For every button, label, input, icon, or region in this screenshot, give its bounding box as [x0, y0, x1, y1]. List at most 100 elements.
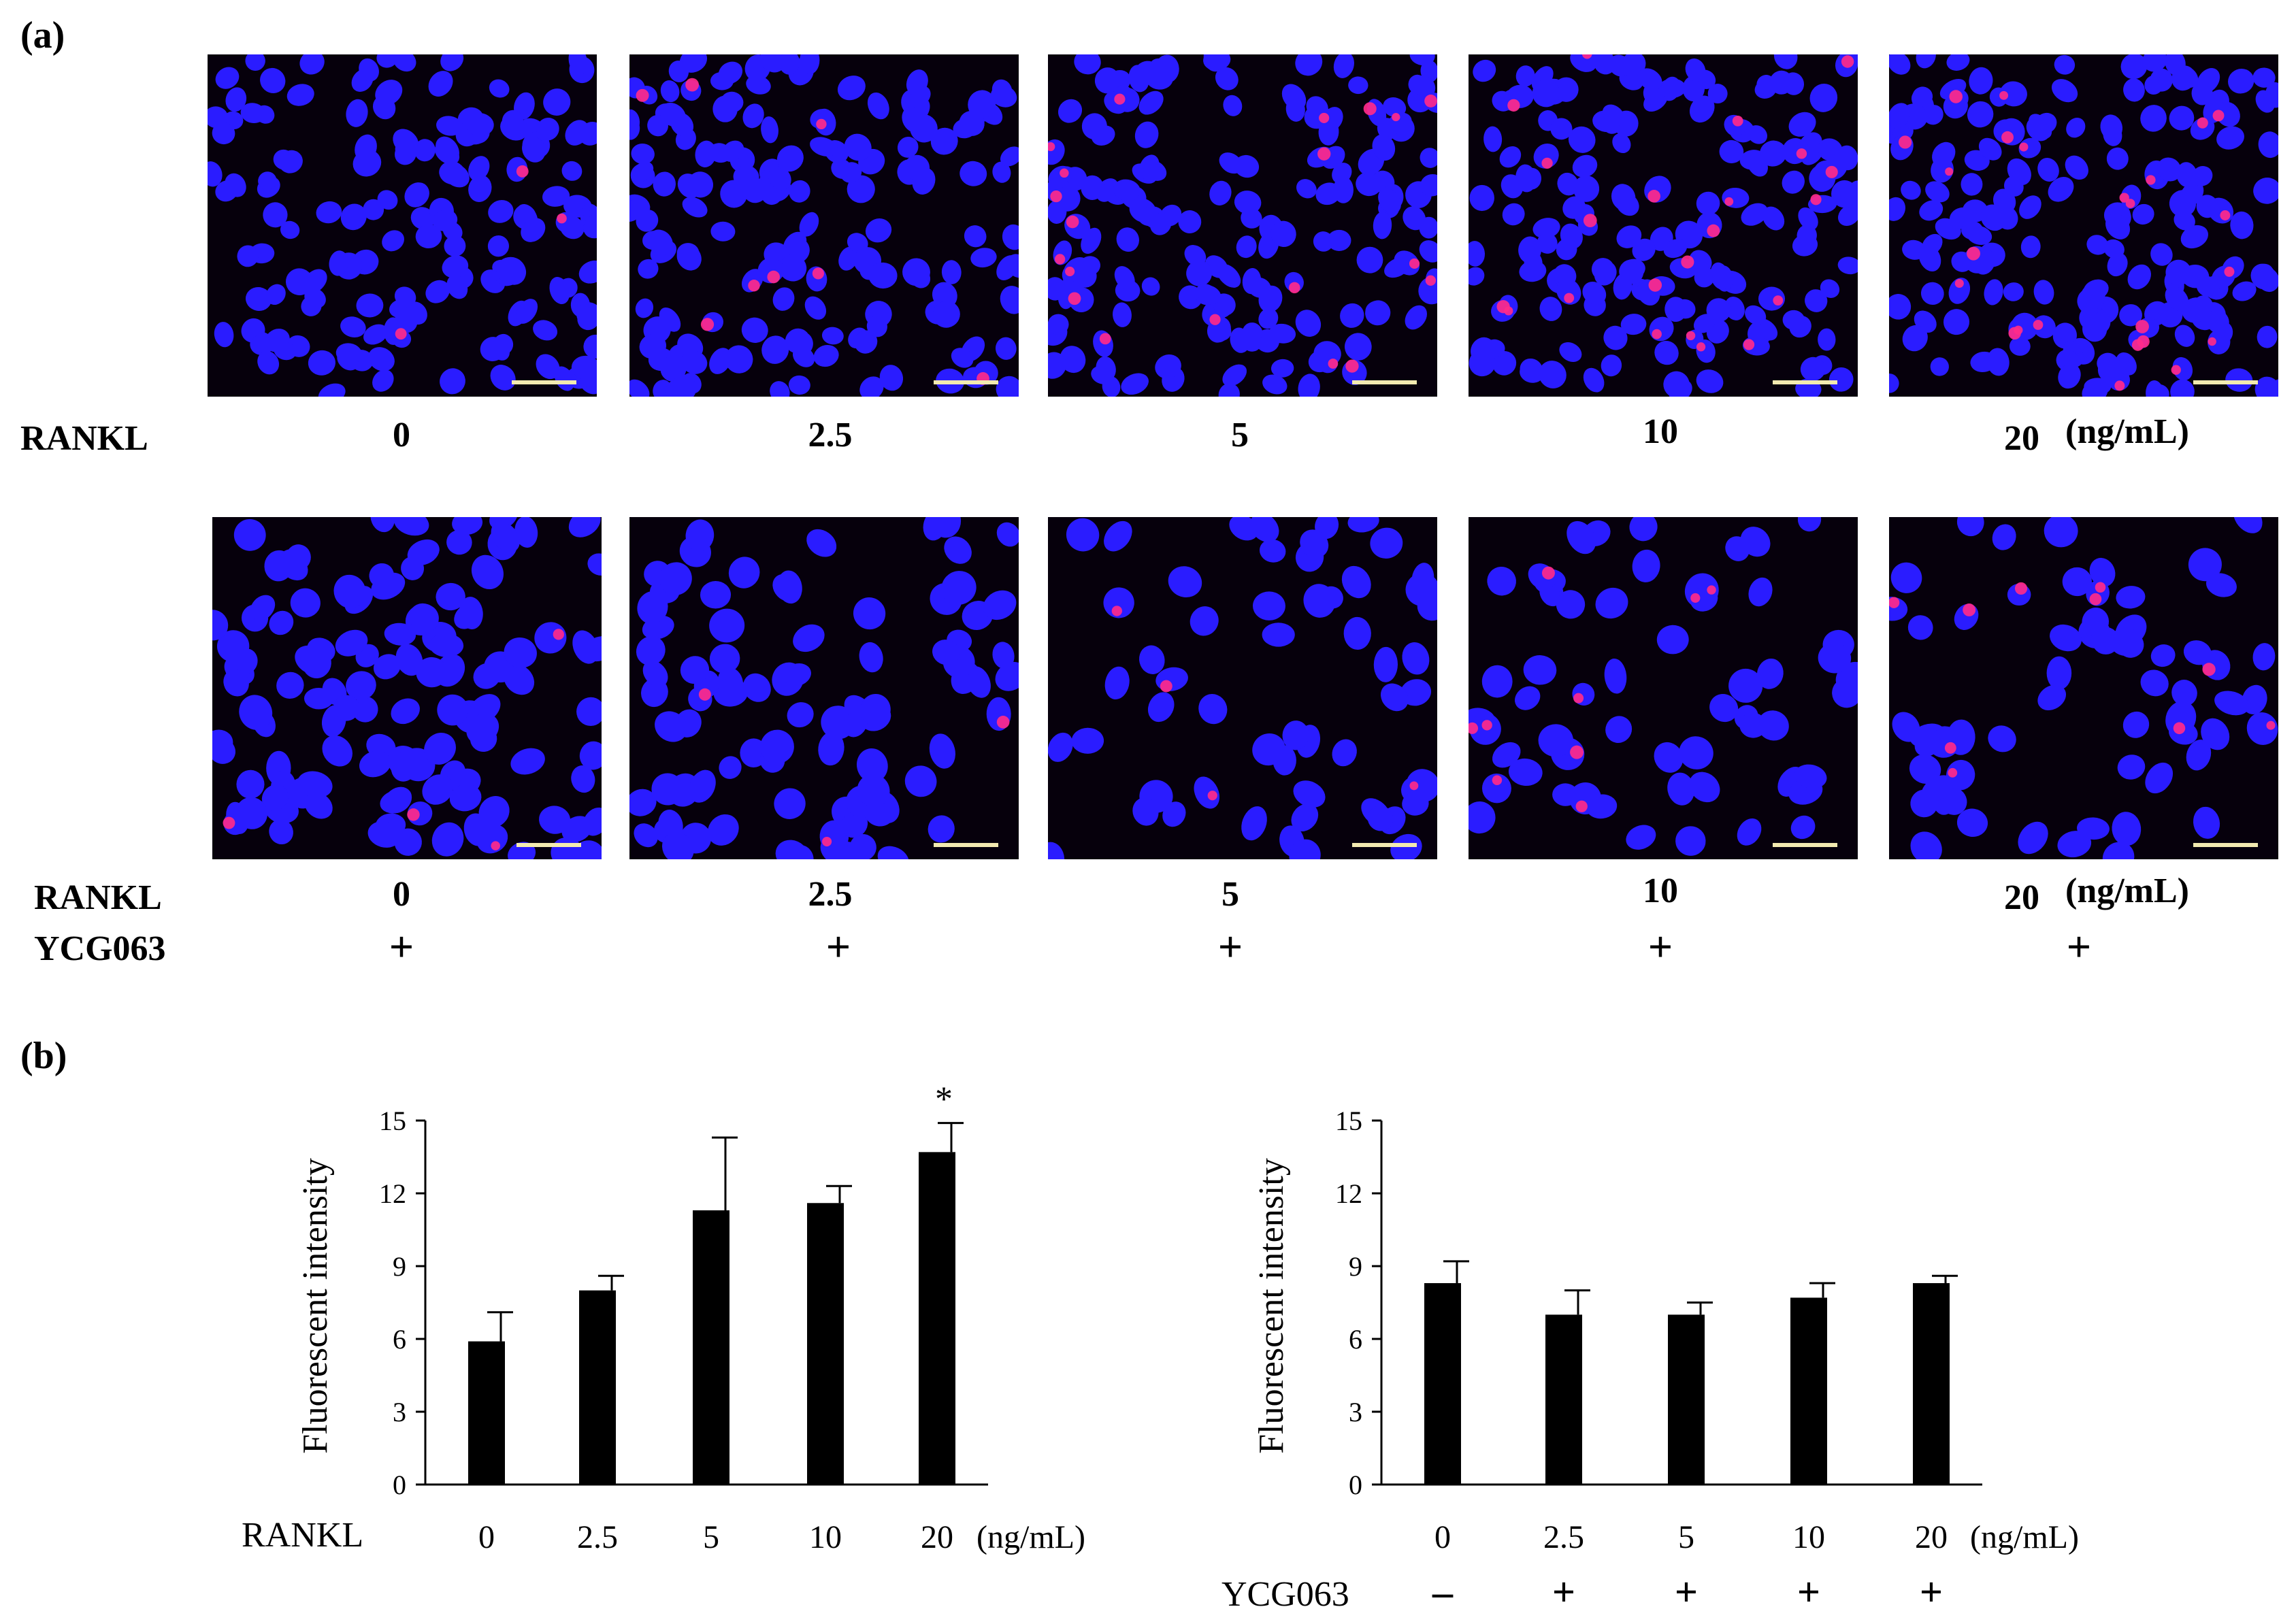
cell-nucleus: [741, 317, 768, 343]
cell-nucleus: [1072, 263, 1097, 288]
fluorescent-signal: [2095, 582, 2106, 593]
cell-nucleus: [2120, 54, 2148, 80]
cell-nucleus: [877, 846, 909, 859]
cell-nucleus: [879, 365, 904, 391]
cell-nucleus: [1155, 354, 1181, 379]
cell-nucleus: [1943, 309, 1970, 335]
cell-nucleus: [813, 344, 839, 367]
fluorescent-signal: [1207, 791, 1217, 801]
cell-nucleus: [1782, 170, 1805, 194]
cell-nucleus: [1487, 566, 1516, 596]
cell-nucleus: [265, 284, 286, 305]
cell-nucleus: [700, 581, 732, 609]
cell-nucleus: [760, 729, 794, 764]
cell-nucleus: [1912, 86, 1933, 107]
cell-nucleus: [638, 259, 659, 279]
cell-nucleus: [1481, 774, 1511, 803]
cell-nucleus: [1270, 220, 1296, 247]
cell-nucleus: [1520, 363, 1544, 383]
fluorescent-signal: [1060, 168, 1069, 178]
cell-nucleus: [647, 114, 668, 137]
cell-nucleus: [1365, 301, 1385, 319]
fluorescent-signal: [223, 816, 235, 829]
cell-nucleus: [1556, 590, 1586, 619]
cell-nucleus: [941, 260, 962, 284]
cell-nucleus: [1420, 173, 1437, 197]
cell-nucleus: [2057, 831, 2092, 858]
cell-nucleus: [928, 815, 955, 843]
cell-nucleus: [860, 693, 891, 726]
fluorescent-signal: [1160, 680, 1172, 693]
cell-nucleus: [1420, 148, 1437, 168]
cell-nucleus: [1756, 658, 1784, 689]
cell-nucleus: [376, 54, 398, 68]
cell-nucleus: [414, 139, 436, 162]
cell-nucleus: [1515, 686, 1541, 710]
cell-nucleus: [514, 517, 538, 548]
cell-nucleus: [1930, 357, 1949, 376]
cell-nucleus: [1138, 90, 1164, 115]
cell-nucleus: [1285, 97, 1305, 122]
cell-nucleus: [521, 218, 546, 242]
cell-nucleus: [2225, 368, 2253, 392]
cell-nucleus: [428, 71, 453, 97]
cell-nucleus: [761, 116, 778, 144]
cell-nucleus: [225, 87, 247, 112]
cell-nucleus: [772, 287, 795, 311]
cell-nucleus: [1978, 137, 2002, 161]
cell-nucleus: [1741, 203, 1768, 226]
cell-nucleus: [1562, 196, 1586, 219]
cell-nucleus: [2150, 243, 2173, 266]
fluorescent-signal: [1686, 331, 1696, 341]
cell-nucleus: [1168, 566, 1202, 598]
cell-nucleus: [1728, 668, 1763, 703]
cell-nucleus: [1142, 160, 1167, 181]
cell-nucleus: [1604, 658, 1627, 694]
cell-nucleus: [719, 756, 742, 779]
cell-nucleus: [1293, 780, 1326, 808]
cell-nucleus: [1295, 310, 1322, 337]
cell-nucleus: [709, 608, 745, 643]
cell-nucleus: [1262, 623, 1295, 647]
cell-nucleus: [488, 200, 514, 223]
y-tick-label: 12: [379, 1178, 406, 1209]
fluorescent-signal: [2146, 175, 2156, 185]
fluorescent-signal: [1652, 329, 1662, 339]
cell-nucleus: [1573, 175, 1600, 202]
cell-nucleus: [1306, 96, 1328, 118]
cell-nucleus: [233, 518, 266, 551]
cell-nucleus: [468, 175, 492, 202]
micrograph-image: [629, 54, 1019, 397]
y-tick-label: 6: [393, 1324, 406, 1355]
cell-nucleus: [459, 597, 483, 629]
row2-treatment-mark: +: [1647, 923, 1673, 971]
scale-bar: [1773, 843, 1837, 847]
fluorescent-signal: [1945, 167, 1954, 176]
fluorescent-signal: [1114, 93, 1126, 105]
cell-nucleus: [463, 813, 491, 846]
treatment-mark: +: [1552, 1570, 1575, 1614]
scale-bar: [1352, 380, 1417, 384]
cell-nucleus: [1710, 262, 1730, 290]
cell-nucleus: [1372, 134, 1396, 161]
cell-nucleus: [774, 788, 806, 819]
row1-dose-label: 10: [1643, 412, 1678, 451]
cell-nucleus: [2029, 114, 2052, 139]
cell-nucleus: [960, 161, 987, 186]
cell-nucleus: [990, 85, 1017, 107]
cell-nucleus: [1425, 268, 1437, 296]
cell-nucleus: [1313, 231, 1334, 252]
row2-treatment-mark: +: [1217, 923, 1243, 971]
cell-nucleus: [1347, 517, 1379, 533]
cell-nucleus: [2205, 573, 2237, 597]
cell-nucleus: [639, 333, 667, 359]
cell-nucleus: [2086, 235, 2108, 255]
cell-nucleus: [1832, 678, 1858, 708]
cell-nucleus: [1613, 274, 1633, 300]
cell-nucleus: [2033, 280, 2054, 305]
cell-nucleus: [465, 112, 494, 137]
cell-nucleus: [304, 687, 334, 710]
cell-nucleus: [329, 250, 348, 276]
x-tick-label: 0: [1434, 1519, 1451, 1555]
fluorescent-signal: [748, 280, 760, 292]
